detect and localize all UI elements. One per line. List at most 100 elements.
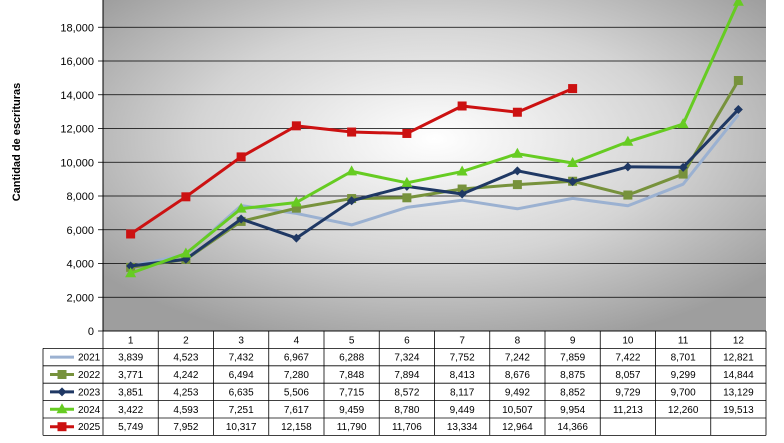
data-point: [678, 162, 688, 172]
data-label: 9,492: [505, 387, 530, 398]
data-point: [347, 127, 357, 137]
data-label: 3,839: [118, 353, 143, 364]
data-label: 6,967: [284, 353, 309, 364]
data-point: [402, 128, 412, 138]
data-point: [181, 192, 191, 202]
data-point: [347, 196, 357, 206]
series-2024: [125, 0, 744, 278]
data-point: [512, 107, 522, 117]
data-point: [457, 101, 467, 111]
data-label: 7,952: [173, 422, 198, 433]
data-label: 10,317: [226, 422, 257, 433]
legend-label: 2023: [78, 387, 101, 398]
data-point: [125, 267, 137, 278]
data-point: [346, 165, 358, 176]
data-point: [236, 152, 246, 162]
series-line-2023: [130, 108, 740, 268]
data-label: 12,821: [723, 353, 754, 364]
data-point: [457, 189, 467, 199]
data-point: [126, 229, 136, 239]
data-label: 8,413: [450, 370, 475, 381]
data-label: 13,334: [447, 422, 478, 433]
data-point: [236, 214, 246, 224]
data-label: 8,701: [671, 353, 696, 364]
y-tick-label: 16,000: [60, 56, 94, 68]
data-label: 12,158: [281, 422, 312, 433]
x-tick-label: 8: [515, 336, 521, 347]
data-label: 7,422: [615, 353, 640, 364]
series-line-2024: [130, 1, 740, 275]
data-label: 4,523: [173, 353, 198, 364]
series-layer: [125, 0, 744, 278]
data-point: [568, 177, 578, 187]
y-tick-label: 12,000: [60, 124, 94, 136]
data-label: 10,507: [502, 405, 533, 416]
legend-marker-2025: [57, 422, 67, 432]
data-label: 8,572: [394, 387, 419, 398]
data-point: [291, 233, 301, 243]
data-label: 13,129: [723, 387, 754, 398]
y-tick-label: 6,000: [66, 225, 94, 237]
data-label: 3,771: [118, 370, 143, 381]
data-point: [456, 165, 468, 176]
data-label: 7,859: [560, 353, 585, 364]
legend-marker-2022: [57, 370, 67, 379]
data-label: 7,432: [229, 353, 254, 364]
x-tick-label: 1: [128, 336, 134, 347]
data-point: [678, 169, 688, 179]
x-tick-label: 5: [349, 336, 355, 347]
y-tick-label: 18,000: [60, 22, 94, 34]
data-point: [512, 166, 522, 176]
x-tick-label: 11: [678, 336, 689, 347]
data-label: 5,749: [118, 422, 143, 433]
legend-label: 2021: [78, 353, 101, 364]
y-tick-label: 14,000: [60, 90, 94, 102]
data-label: 7,242: [505, 353, 530, 364]
x-tick-label: 9: [570, 336, 576, 347]
y-tick-label: 10,000: [60, 157, 94, 169]
data-label: 6,635: [229, 387, 254, 398]
x-tick-label: 7: [459, 336, 465, 347]
x-tick-label: 12: [733, 336, 745, 347]
x-tick-label: 2: [183, 336, 189, 347]
legend-marker-2023: [57, 387, 67, 397]
data-label: 7,752: [450, 353, 475, 364]
data-label: 9,449: [450, 405, 475, 416]
data-label: 7,715: [339, 387, 364, 398]
data-label: 8,852: [560, 387, 585, 398]
data-point: [291, 203, 301, 213]
data-point: [291, 121, 301, 131]
data-point: [401, 176, 413, 187]
data-point: [677, 118, 689, 129]
data-point: [457, 184, 467, 194]
data-label: 4,253: [173, 387, 198, 398]
data-label: 7,894: [394, 370, 419, 381]
data-label: 7,324: [394, 353, 419, 364]
legend-marker-2024: [56, 403, 68, 414]
data-label: 12,964: [502, 422, 533, 433]
data-point: [567, 157, 579, 168]
data-point: [290, 196, 302, 207]
legend-label: 2025: [78, 422, 101, 433]
series-line-2022: [130, 79, 740, 269]
series-2025: [126, 84, 578, 239]
data-label: 11,790: [337, 422, 367, 433]
data-point: [733, 76, 743, 86]
data-label: 4,593: [173, 405, 198, 416]
data-point: [732, 0, 744, 6]
data-label: 3,422: [118, 405, 143, 416]
data-point: [512, 180, 522, 190]
legend-label: 2024: [78, 405, 101, 416]
data-label: 9,700: [671, 387, 696, 398]
legend-label: 2022: [78, 370, 101, 381]
data-label: 9,729: [615, 387, 640, 398]
data-label: 7,251: [229, 405, 254, 416]
y-tick-label: 4,000: [66, 259, 94, 271]
data-label: 9,954: [560, 405, 585, 416]
data-label: 12,260: [668, 405, 699, 416]
x-tick-label: 10: [622, 336, 634, 347]
y-tick-label: 8,000: [66, 191, 94, 203]
data-label: 19,513: [723, 405, 754, 416]
y-tick-labels: 0 2,000 4,000 6,000 8,000 10,000 12,000 14,000 1…: [60, 22, 94, 338]
data-point: [511, 147, 523, 158]
